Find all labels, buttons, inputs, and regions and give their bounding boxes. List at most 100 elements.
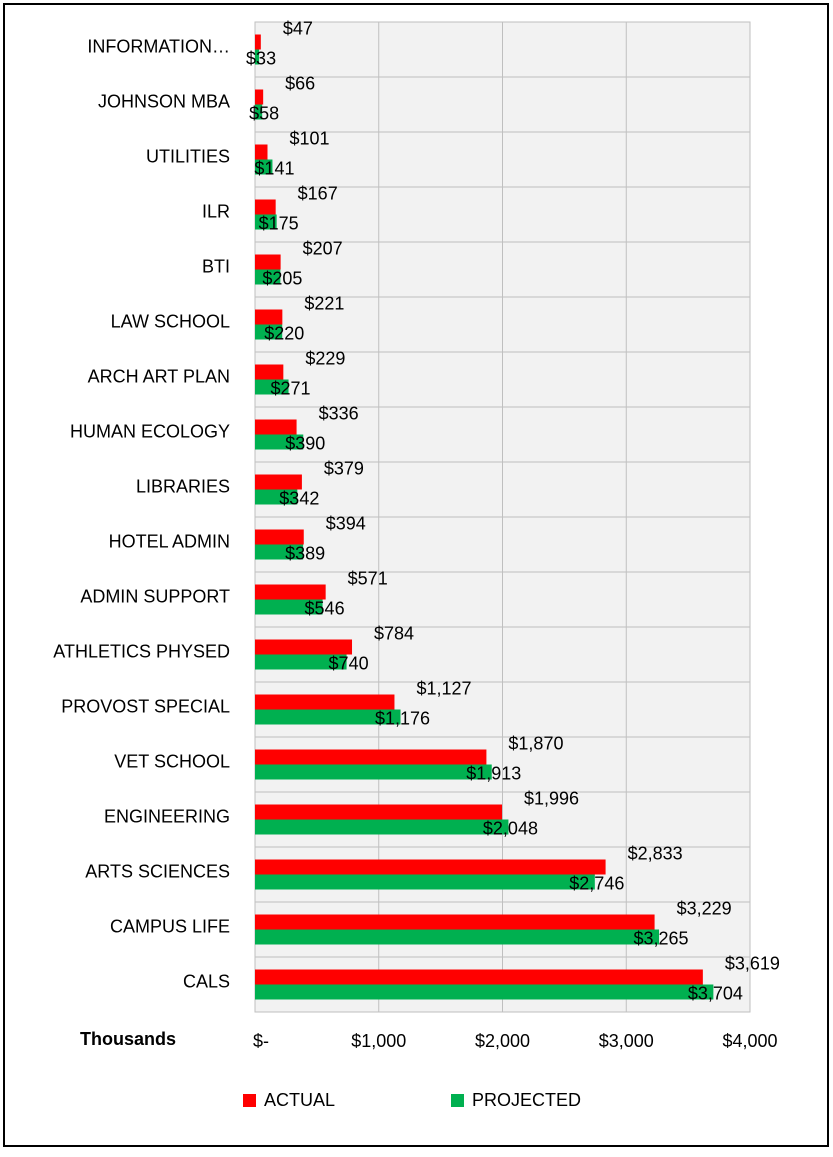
bar: [255, 254, 281, 270]
bar: [255, 49, 260, 65]
data-label: $740: [329, 653, 369, 673]
data-label: $205: [262, 268, 302, 288]
bar: [255, 929, 660, 945]
bar: [255, 804, 503, 820]
y-tick-label: CALS: [183, 971, 230, 991]
bar: [255, 419, 297, 435]
bar: [255, 819, 509, 835]
data-label: $33: [246, 48, 276, 68]
y-tick-label: ARTS SCIENCES: [85, 861, 230, 881]
bar: [255, 34, 261, 50]
bar: [255, 159, 273, 175]
data-label: $784: [374, 623, 414, 643]
data-label: $175: [259, 213, 299, 233]
bar: [255, 489, 298, 505]
y-tick-label: LIBRARIES: [136, 476, 230, 496]
legend-swatch: [243, 1094, 256, 1107]
bar: [255, 379, 289, 395]
bar: [255, 434, 304, 450]
data-label: $3,265: [634, 928, 689, 948]
legend-label: ACTUAL: [264, 1090, 335, 1110]
bar: [255, 969, 703, 985]
data-label: $2,746: [569, 873, 624, 893]
bar: [255, 364, 284, 380]
data-label: $47: [283, 18, 313, 38]
bar: [255, 89, 264, 105]
x-tick-label: $4,000: [722, 1031, 777, 1051]
bar: [255, 309, 283, 325]
bar: [255, 584, 326, 600]
data-label: $546: [305, 598, 345, 618]
y-tick-label: ARCH ART PLAN: [88, 366, 230, 386]
data-label: $229: [305, 348, 345, 368]
data-label: $390: [285, 433, 325, 453]
data-label: $220: [264, 323, 304, 343]
bar: [255, 599, 323, 615]
x-tick-label: $3,000: [599, 1031, 654, 1051]
x-axis-label: Thousands: [80, 1029, 176, 1049]
data-label: $3,704: [688, 983, 743, 1003]
x-tick-label: $1,000: [351, 1031, 406, 1051]
y-tick-label: HOTEL ADMIN: [109, 531, 230, 551]
y-tick-label: INFORMATION…: [87, 36, 230, 56]
data-label: $66: [285, 73, 315, 93]
data-label: $1,176: [375, 708, 430, 728]
bar: [255, 874, 595, 890]
data-label: $389: [285, 543, 325, 563]
bar: [255, 694, 395, 710]
data-label: $207: [303, 238, 343, 258]
y-tick-label: ENGINEERING: [104, 806, 230, 826]
data-label: $3,619: [725, 953, 780, 973]
data-label: $221: [304, 293, 344, 313]
x-tick-label: $-: [253, 1031, 269, 1051]
data-label: $1,913: [466, 763, 521, 783]
bar: [255, 324, 283, 340]
bar: [255, 749, 487, 765]
bar: [255, 984, 714, 1000]
data-label: $3,229: [677, 898, 732, 918]
y-tick-label: CAMPUS LIFE: [110, 916, 230, 936]
data-label: $1,870: [508, 733, 563, 753]
data-label: $342: [279, 488, 319, 508]
y-tick-label: HUMAN ECOLOGY: [70, 421, 230, 441]
legend-label: PROJECTED: [472, 1090, 581, 1110]
y-tick-label: ILR: [202, 201, 230, 221]
data-label: $336: [319, 403, 359, 423]
bar: [255, 214, 277, 230]
bar: [255, 764, 492, 780]
data-label: $2,048: [483, 818, 538, 838]
bar: [255, 639, 353, 655]
data-label: $394: [326, 513, 366, 533]
bar: [255, 544, 304, 560]
data-label: $379: [324, 458, 364, 478]
bar: [255, 709, 401, 725]
data-label: $1,996: [524, 788, 579, 808]
y-tick-label: VET SCHOOL: [114, 751, 230, 771]
data-label: $2,833: [628, 843, 683, 863]
data-label: $141: [254, 158, 294, 178]
legend-swatch: [451, 1094, 464, 1107]
bar: [255, 199, 276, 215]
bar: [255, 269, 281, 285]
x-tick-label: $2,000: [475, 1031, 530, 1051]
y-tick-label: ATHLETICS PHYSED: [53, 641, 230, 661]
bar: [255, 859, 606, 875]
y-tick-label: PROVOST SPECIAL: [61, 696, 230, 716]
bar: [255, 144, 268, 160]
bar: [255, 104, 263, 120]
data-label: $58: [249, 103, 279, 123]
data-label: $101: [289, 128, 329, 148]
data-label: $1,127: [416, 678, 471, 698]
y-tick-label: LAW SCHOOL: [111, 311, 230, 331]
bar: [255, 914, 655, 930]
y-tick-label: ADMIN SUPPORT: [80, 586, 230, 606]
data-label: $271: [271, 378, 311, 398]
bar: [255, 654, 347, 670]
y-tick-label: JOHNSON MBA: [98, 91, 230, 111]
y-tick-label: UTILITIES: [146, 146, 230, 166]
data-label: $167: [298, 183, 338, 203]
data-label: $571: [348, 568, 388, 588]
bar: [255, 529, 304, 545]
y-tick-label: BTI: [202, 256, 230, 276]
